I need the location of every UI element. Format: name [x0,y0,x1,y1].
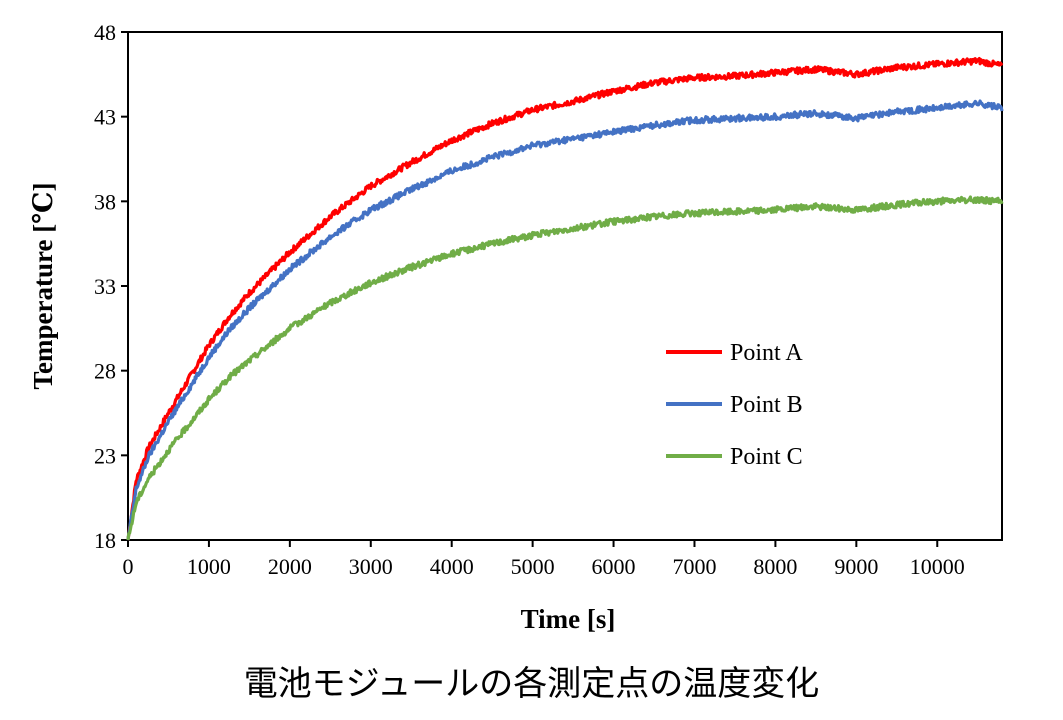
x-axis-title: Time [s] [521,604,616,634]
figure-caption: 電池モジュールの各測定点の温度変化 [243,664,820,704]
x-tick-label: 4000 [430,554,474,579]
x-tick-label: 6000 [592,554,636,579]
y-tick-label: 28 [94,359,116,384]
legend-label: Point C [730,444,803,470]
series-line-point-b [126,99,1004,541]
y-axis-title: Temperature [℃] [28,182,58,389]
series-line-point-c [126,195,1004,541]
series-line-point-a [126,57,1004,541]
x-tick-label: 1000 [187,554,231,579]
y-tick-label: 38 [94,189,116,214]
x-tick-label: 3000 [349,554,393,579]
y-axis: 18 23 28 33 38 43 48 [94,20,128,553]
y-tick-label: 18 [94,528,116,553]
x-tick-label: 10000 [910,554,965,579]
x-tick-label: 0 [123,554,134,579]
plot-area-frame [127,31,1003,541]
x-tick-label: 2000 [268,554,312,579]
x-tick-label: 5000 [511,554,555,579]
series-layer [126,57,1004,541]
legend-label: Point A [730,340,803,366]
y-tick-label: 33 [94,274,116,299]
x-tick-label: 8000 [753,554,797,579]
legend-label: Point B [730,392,803,418]
x-tick-label: 9000 [834,554,878,579]
x-axis: 0 1000 2000 3000 4000 5000 6000 7000 8000 9000 100… [123,540,965,579]
y-tick-label: 23 [94,443,116,468]
y-tick-label: 48 [94,20,116,45]
y-tick-label: 43 [94,105,116,130]
x-tick-label: 7000 [672,554,716,579]
temperature-chart: 18 23 28 33 38 43 48 0 1000 2000 3000 4000 5000 6000… [28,20,1004,634]
legend: Point A Point B Point C [666,340,803,470]
